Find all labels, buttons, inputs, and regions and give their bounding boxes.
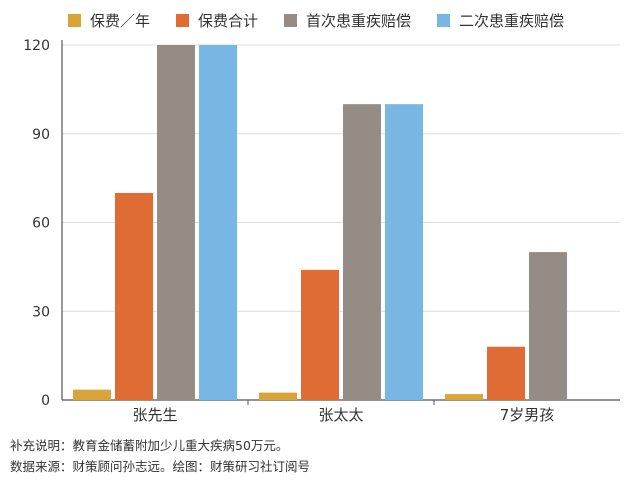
legend-item-first-illness-payout: 首次患重疾赔偿 [284, 10, 411, 31]
footnote-note: 补充说明：教育金储蓄附加少儿重大疾病50万元。 [10, 438, 289, 453]
legend-label-total-premium: 保费合计 [198, 12, 259, 30]
y-tick-label-30: 30 [32, 304, 50, 320]
bar-second-illness-payout-0 [199, 45, 237, 400]
legend-item-second-illness-payout: 二次患重疾赔偿 [437, 10, 564, 31]
x-tick-label-2: 7岁男孩 [500, 406, 555, 424]
x-tick-label-1: 张太太 [318, 406, 363, 424]
legend-swatch-second-illness-payout [437, 14, 451, 27]
y-tick-label-0: 0 [41, 393, 50, 409]
x-tick-label-0: 张先生 [132, 406, 177, 424]
legend-label-annual-premium: 保费／年 [90, 12, 151, 30]
legend-item-annual-premium: 保费／年 [68, 10, 150, 31]
legend-swatch-annual-premium [68, 14, 81, 27]
bar-annual-premium-2 [445, 394, 483, 400]
legend-swatch-first-illness-payout [284, 14, 298, 27]
bar-total-premium-2 [487, 346, 525, 400]
bar-total-premium-0 [115, 192, 153, 400]
bar-annual-premium-1 [259, 392, 297, 400]
chart-legend: 保费／年 保费合计 首次患重疾赔偿 二次患重疾赔偿 [68, 10, 564, 31]
bar-total-premium-1 [301, 269, 339, 400]
footnote-source: 数据来源：财策顾问孙志远。绘图：财策研习社订阅号 [10, 459, 311, 474]
bar-first-illness-payout-0 [157, 45, 195, 400]
legend-label-second-illness-payout: 二次患重疾赔偿 [459, 12, 565, 30]
legend-swatch-total-premium [176, 14, 190, 27]
y-tick-label-120: 120 [23, 38, 50, 54]
bar-first-illness-payout-1 [343, 104, 381, 401]
bar-first-illness-payout-2 [529, 252, 567, 400]
legend-label-first-illness-payout: 首次患重疾赔偿 [306, 12, 412, 30]
bar-annual-premium-0 [73, 389, 111, 400]
footnotes: 补充说明：教育金储蓄附加少儿重大疾病50万元。 数据来源：财策顾问孙志远。绘图：… [10, 435, 310, 477]
legend-item-total-premium: 保费合计 [176, 10, 258, 31]
bar-second-illness-payout-1 [385, 104, 423, 401]
y-tick-label-90: 90 [32, 127, 50, 143]
y-tick-label-60: 60 [32, 216, 50, 232]
